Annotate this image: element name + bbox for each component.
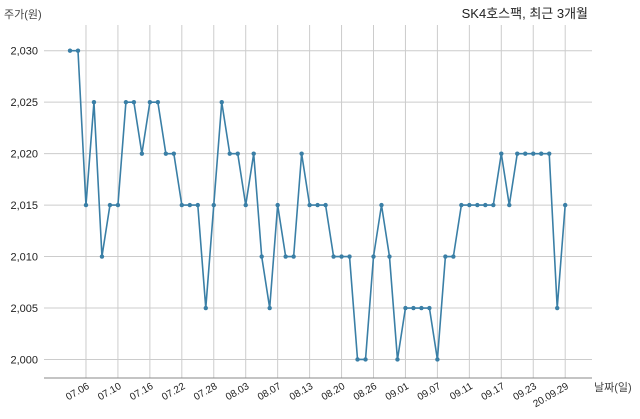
price-point — [171, 151, 177, 156]
price-point — [83, 202, 89, 208]
x-tick-label: 09.01 — [384, 381, 412, 403]
x-tick-label: 07.22 — [160, 381, 188, 403]
x-tick-label: 08.20 — [320, 381, 348, 403]
x-tick-label: 08.03 — [224, 381, 252, 403]
y-tick-label: 2,005 — [10, 303, 38, 315]
price-point — [467, 202, 472, 208]
x-tick-label: 08.13 — [288, 381, 316, 403]
x-tick-label: 09.07 — [416, 381, 444, 403]
x-tick-label: 07.10 — [96, 381, 124, 403]
price-point — [235, 151, 240, 156]
price-series — [67, 48, 568, 362]
chart-title: SK4호스팩, 최근 3개월 — [462, 6, 588, 21]
price-point — [203, 305, 208, 311]
price-point — [251, 151, 256, 156]
price-point — [491, 202, 496, 208]
price-point — [155, 99, 161, 105]
price-point — [211, 202, 216, 208]
x-tick-label: 07.16 — [128, 381, 156, 403]
price-point — [131, 99, 137, 105]
price-point — [147, 99, 153, 105]
price-point — [387, 254, 392, 259]
price-point — [219, 99, 224, 105]
price-point — [179, 202, 185, 208]
price-point — [443, 254, 448, 259]
price-point — [75, 48, 81, 53]
price-point — [163, 151, 169, 156]
price-point — [363, 357, 368, 362]
price-point — [411, 305, 416, 311]
price-point — [507, 202, 512, 208]
price-point — [371, 254, 376, 259]
price-point — [475, 202, 480, 208]
price-point — [139, 151, 145, 156]
price-point — [323, 202, 328, 208]
x-tick-label: 20.09.29 — [531, 381, 571, 410]
price-point — [562, 202, 568, 208]
price-point — [291, 254, 296, 259]
y-tick-label: 2,010 — [10, 252, 38, 264]
price-point — [499, 151, 504, 156]
price-point — [259, 254, 264, 259]
y-tick-label: 2,000 — [10, 354, 38, 366]
y-tick-label: 2,020 — [10, 149, 38, 161]
y-tick-label: 2,030 — [10, 46, 38, 58]
price-point — [227, 151, 232, 156]
price-point — [315, 202, 320, 208]
price-point — [355, 357, 360, 362]
x-tick-label: 09.11 — [448, 381, 475, 403]
x-axis-unit-label: 날짜(일) — [594, 380, 632, 394]
price-point — [339, 254, 344, 259]
x-tick-label: 08.26 — [352, 381, 380, 403]
y-tick-label: 2,015 — [10, 200, 38, 212]
price-point — [539, 151, 544, 156]
price-point — [523, 151, 528, 156]
price-point — [515, 151, 520, 156]
x-tick-label: 07.06 — [64, 381, 92, 403]
price-point — [395, 357, 400, 362]
price-point — [283, 254, 288, 259]
price-point — [275, 202, 280, 208]
price-point — [483, 202, 488, 208]
price-point — [91, 99, 97, 105]
price-point — [379, 202, 384, 208]
price-point — [427, 305, 432, 311]
x-tick-label: 09.17 — [480, 381, 508, 403]
price-point — [115, 202, 121, 208]
price-point — [555, 305, 560, 311]
price-point — [123, 99, 129, 105]
price-point — [67, 48, 73, 53]
y-axis-unit-label: 주가(원) — [4, 8, 42, 21]
price-point — [331, 254, 336, 259]
x-tick-label: 08.07 — [256, 381, 284, 403]
price-point — [547, 151, 552, 156]
y-axis-ticks: 2,000 2,005 2,010 2,015 2,020 2,025 2,030 — [10, 46, 38, 367]
price-point — [243, 202, 248, 208]
price-point — [403, 305, 408, 311]
price-point — [435, 357, 440, 362]
price-point — [195, 202, 200, 208]
price-point — [531, 151, 536, 156]
price-point — [99, 254, 105, 259]
y-tick-label: 2,025 — [10, 97, 38, 109]
price-point — [187, 202, 193, 208]
price-point — [419, 305, 424, 311]
price-point — [459, 202, 464, 208]
price-point — [347, 254, 352, 259]
price-point — [107, 202, 113, 208]
x-axis-ticks: 07.06 07.10 07.16 07.22 07.28 08.03 08.07 08.13… — [64, 381, 571, 410]
price-point — [451, 254, 456, 259]
price-point — [299, 151, 304, 156]
x-tick-label: 07.28 — [192, 381, 220, 403]
price-point — [267, 305, 272, 311]
price-point — [307, 202, 312, 208]
